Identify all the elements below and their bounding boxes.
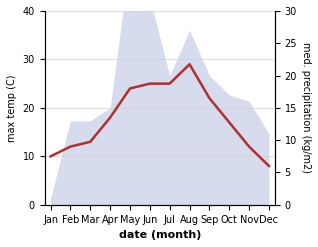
Y-axis label: max temp (C): max temp (C): [7, 74, 17, 142]
X-axis label: date (month): date (month): [119, 230, 201, 240]
Y-axis label: med. precipitation (kg/m2): med. precipitation (kg/m2): [301, 42, 311, 173]
